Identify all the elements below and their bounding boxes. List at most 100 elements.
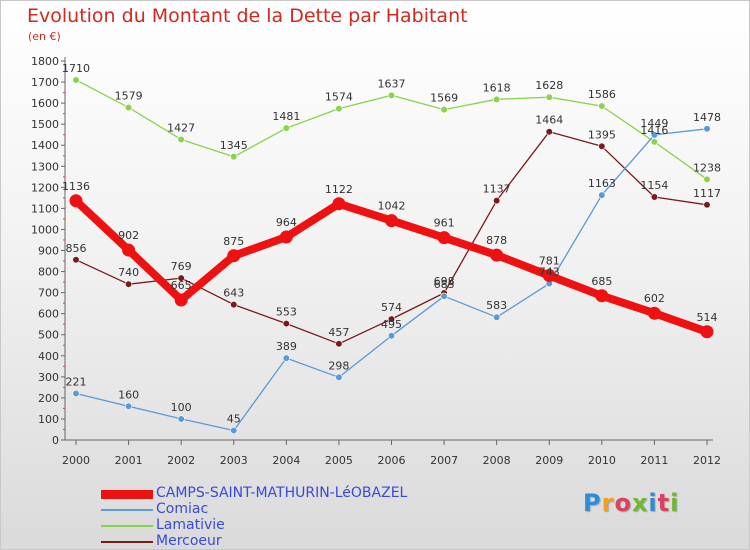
- data-point: [490, 248, 504, 262]
- y-tick-label: 1100: [31, 202, 59, 215]
- data-point: [230, 301, 238, 309]
- x-tick-label: 2009: [535, 454, 563, 467]
- y-tick-label: 1500: [31, 118, 59, 131]
- data-point: [335, 373, 343, 381]
- data-point: [282, 354, 290, 362]
- data-point: [440, 106, 448, 114]
- data-label: 1710: [62, 62, 90, 75]
- data-point: [332, 197, 346, 211]
- data-label: 1586: [588, 88, 616, 101]
- data-point: [230, 426, 238, 435]
- data-label: 643: [223, 287, 244, 300]
- x-tick-label: 2010: [588, 454, 616, 467]
- data-point: [282, 319, 290, 328]
- data-point: [650, 138, 659, 146]
- y-tick-label: 1300: [31, 160, 59, 173]
- data-point: [279, 230, 293, 244]
- data-point: [545, 93, 553, 101]
- axes: 0 100 200 300 400 500 600 700 800 900 1000 1100 1200…: [31, 55, 721, 467]
- data-label: 740: [118, 266, 139, 279]
- data-point: [437, 231, 451, 245]
- data-label: 298: [328, 359, 349, 372]
- data-label: 1569: [430, 92, 458, 105]
- data-label: 856: [66, 242, 87, 255]
- y-tick-label: 0: [52, 434, 59, 447]
- data-point: [700, 325, 714, 339]
- y-tick-label: 1400: [31, 139, 59, 152]
- data-point: [595, 289, 609, 303]
- data-label: 495: [381, 318, 402, 331]
- data-point: [598, 191, 606, 199]
- data-point: [650, 193, 659, 201]
- data-point: [703, 125, 711, 133]
- y-tick-label: 500: [38, 329, 59, 342]
- chart-subtitle: (en €): [28, 30, 61, 43]
- data-point: [282, 124, 290, 132]
- data-label: 389: [276, 340, 297, 353]
- y-tick-label: 1800: [31, 55, 59, 68]
- data-point: [335, 104, 343, 113]
- data-label: 45: [227, 413, 241, 426]
- data-point: [440, 292, 448, 300]
- data-point: [493, 95, 501, 103]
- data-label: 1238: [693, 161, 721, 174]
- data-label: 1042: [378, 200, 406, 213]
- data-label: 1628: [535, 79, 563, 92]
- x-tick-label: 2004: [272, 454, 300, 467]
- data-point: [124, 402, 133, 410]
- y-tick-label: 400: [38, 350, 59, 363]
- data-point: [387, 332, 396, 340]
- data-point: [703, 175, 711, 183]
- data-label: 1618: [483, 81, 511, 94]
- legend-item: Mercoeur: [101, 534, 501, 550]
- data-label: 665: [171, 279, 192, 292]
- data-point: [335, 340, 343, 348]
- legend: CAMPS-SAINT-MATHURIN-LéOBAZEL Comiac Lamat…: [101, 486, 501, 550]
- data-label: 1449: [640, 117, 668, 130]
- data-point: [493, 313, 501, 321]
- data-point: [174, 293, 188, 307]
- data-label: 769: [171, 260, 192, 273]
- data-label: 1416: [640, 124, 668, 137]
- data-label: 514: [697, 311, 718, 324]
- y-tick-label: 1700: [31, 76, 59, 89]
- data-point: [124, 103, 133, 112]
- y-tick-label: 1600: [31, 97, 59, 110]
- data-label: 1464: [535, 114, 563, 127]
- data-label: 902: [118, 229, 139, 242]
- series-lamativie: [72, 76, 711, 183]
- x-tick-label: 2012: [693, 454, 721, 467]
- data-point: [177, 415, 185, 423]
- x-tick-label: 2007: [430, 454, 458, 467]
- data-label: 1427: [167, 122, 195, 135]
- data-label: 781: [539, 255, 560, 268]
- legend-label: CAMPS-SAINT-MATHURIN-LéOBAZEL: [156, 485, 408, 501]
- data-label: 1345: [220, 139, 248, 152]
- legend-swatch: [101, 509, 153, 511]
- x-tick-label: 2005: [325, 454, 353, 467]
- data-point: [598, 102, 606, 110]
- legend-swatch: [101, 490, 153, 499]
- y-tick-label: 900: [38, 245, 59, 258]
- data-label: 964: [276, 216, 297, 229]
- y-tick-label: 1200: [31, 181, 59, 194]
- data-label: 160: [118, 388, 139, 401]
- legend-swatch: [101, 525, 153, 527]
- data-point: [385, 214, 398, 228]
- proxiti-logo: Proxiti: [583, 489, 680, 517]
- series-camps-saint-mathurin-l-obazel: [69, 194, 714, 339]
- legend-swatch: [101, 541, 153, 543]
- x-tick-label: 2000: [62, 454, 90, 467]
- data-label: 1163: [588, 177, 616, 190]
- data-labels-layer: 856 740 769 643 553 457 574 698 1137 1464 1395 1154…: [62, 62, 721, 426]
- data-label: 1136: [62, 180, 90, 193]
- data-point: [122, 243, 136, 257]
- data-label: 1122: [325, 183, 353, 196]
- series-layer: [69, 76, 714, 435]
- data-label: 100: [171, 401, 192, 414]
- data-label: 457: [328, 326, 349, 339]
- data-label: 1154: [640, 179, 668, 192]
- data-point: [124, 280, 133, 288]
- legend-label: Lamativie: [156, 517, 225, 533]
- data-label: 553: [276, 306, 297, 319]
